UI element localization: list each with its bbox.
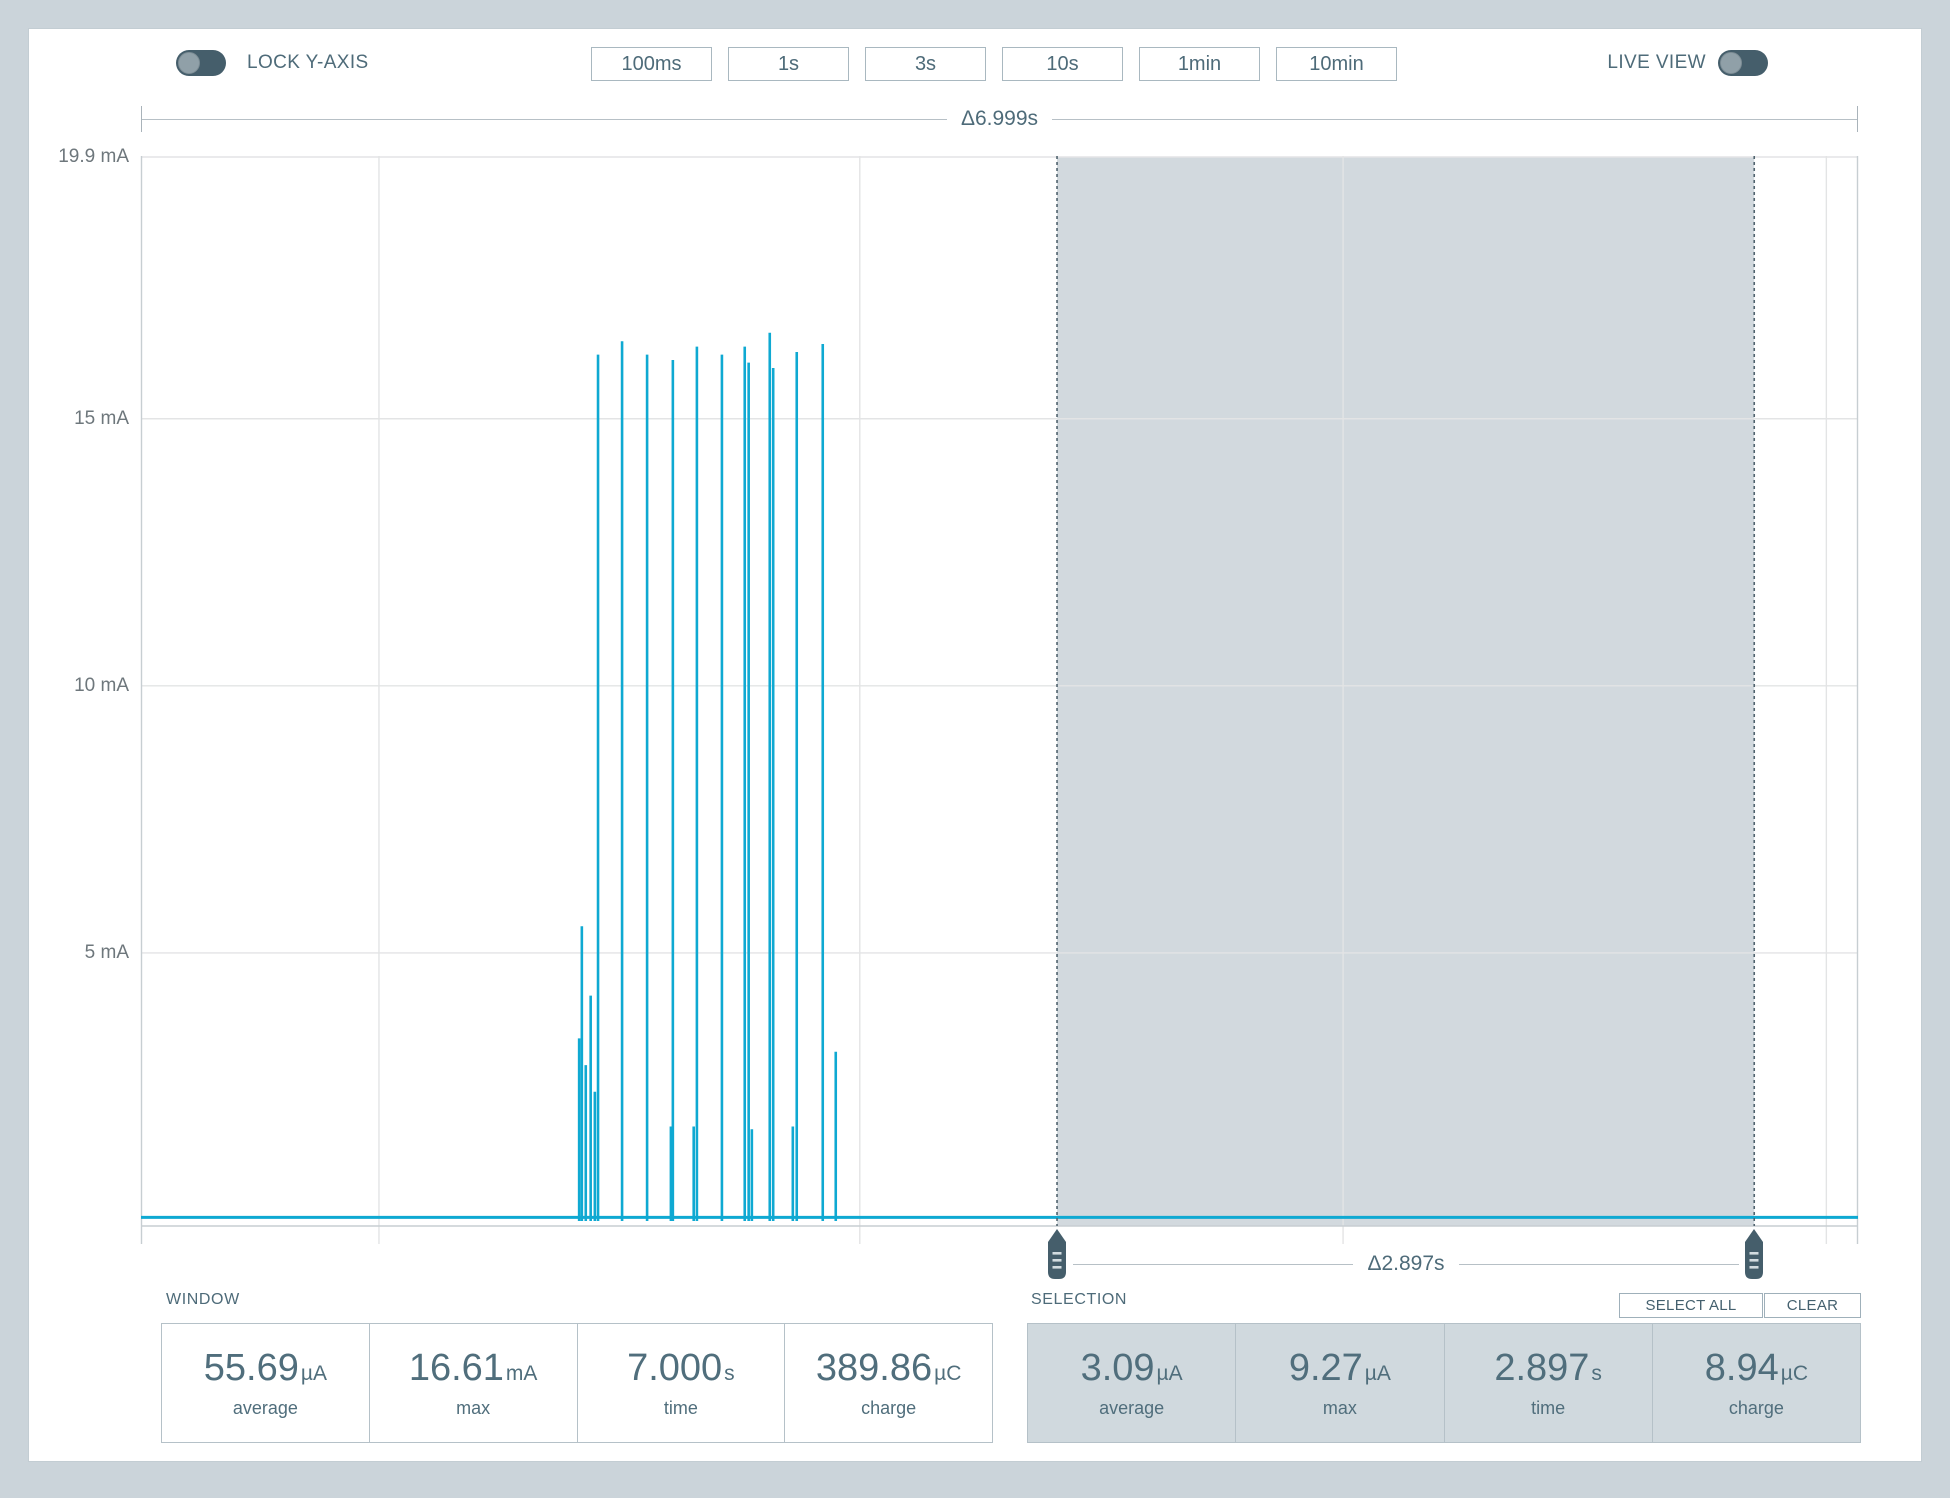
toggle-knob-icon [178,52,200,74]
window-stat-time: 7.000 s time [576,1324,785,1442]
window-button-10s[interactable]: 10s [1002,47,1123,81]
stat-value: 3.09 [1080,1347,1155,1389]
lock-y-axis-label: LOCK Y-AXIS [247,52,369,73]
window-delta-label: Δ6.999s [960,107,1039,130]
stat-value: 389.86 [815,1347,933,1389]
ruler-line [142,118,947,120]
stat-value: 7.000 [627,1347,723,1389]
selection-stats-group: 3.09 µA average 9.27 µA max 2.897 s time 8.… [1027,1323,1861,1443]
stat-value: 2.897 [1494,1347,1590,1389]
stat-label: average [1099,1398,1165,1418]
stat-label: max [1322,1398,1357,1418]
window-stat-average: 55.69 µA average [162,1324,369,1442]
select-all-button[interactable]: SELECT ALL [1619,1293,1763,1318]
stat-label: charge [861,1398,917,1418]
time-window-button-row: 100ms 1s 3s 10s 1min 10min [591,47,1397,81]
selection-stat-max: 9.27 µA max [1235,1324,1444,1442]
stat-unit: s [724,1362,735,1385]
window-stats-group: 55.69 µA average 16.61 mA max 7.000 s time … [161,1323,993,1443]
selection-section-label: SELECTION [1031,1291,1128,1308]
y-axis-tick-label: 5 mA [84,942,129,963]
y-axis-tick-label: 10 mA [74,675,129,696]
stat-label: charge [1728,1398,1784,1418]
stat-unit: µC [1780,1362,1808,1385]
stat-unit: s [1591,1362,1602,1385]
selection-left-handle[interactable] [1046,1229,1068,1279]
selection-right-handle[interactable] [1743,1229,1765,1279]
ruler-line [1052,118,1857,120]
window-stat-charge: 389.86 µC charge [784,1324,992,1442]
stat-unit: µA [1156,1362,1183,1385]
stat-label: time [663,1398,698,1418]
waveform-chart[interactable] [140,156,1859,1256]
selection-stat-average: 3.09 µA average [1028,1324,1236,1442]
window-button-100ms[interactable]: 100ms [591,47,712,81]
drag-handle-icon [1048,1229,1066,1279]
stat-unit: mA [505,1362,538,1385]
stat-unit: µA [300,1362,327,1385]
stat-unit: µA [1364,1362,1391,1385]
stat-label: average [232,1398,298,1418]
ruler-line [1458,1263,1739,1265]
selection-stat-time: 2.897 s time [1443,1324,1652,1442]
y-axis-tick-label: 15 mA [74,408,129,429]
ruler-line [1073,1263,1354,1265]
window-span-ruler: Δ6.999s [141,106,1858,132]
window-button-1s[interactable]: 1s [728,47,849,81]
stat-label: max [456,1398,491,1418]
chart-plot-area[interactable] [140,156,1859,1244]
y-axis-tick-label: 19.9 mA [58,146,129,167]
lock-y-axis-toggle[interactable] [176,50,226,76]
window-stat-max: 16.61 mA max [368,1324,577,1442]
stat-unit: µC [934,1362,962,1385]
selection-delta-label: Δ2.897s [1367,1252,1445,1275]
live-view-toggle[interactable] [1718,50,1768,76]
ruler-end-tick [141,106,142,132]
stat-value: 9.27 [1288,1347,1363,1389]
selection-span-ruler: Δ2.897s [1073,1251,1739,1277]
drag-handle-icon [1745,1229,1763,1279]
window-button-10min[interactable]: 10min [1276,47,1397,81]
stat-value: 8.94 [1704,1347,1779,1389]
app-card: LOCK Y-AXIS 100ms 1s 3s 10s 1min 10min L… [28,28,1922,1462]
stat-value: 16.61 [408,1347,504,1389]
ruler-end-tick [1857,106,1858,132]
live-view-label: LIVE VIEW [1607,52,1706,73]
clear-button[interactable]: CLEAR [1764,1293,1861,1318]
stat-label: time [1531,1398,1566,1418]
selection-stat-charge: 8.94 µC charge [1651,1324,1860,1442]
window-button-1min[interactable]: 1min [1139,47,1260,81]
stat-value: 55.69 [203,1347,299,1389]
toggle-knob-icon [1720,52,1742,74]
window-section-label: WINDOW [166,1291,240,1308]
window-button-3s[interactable]: 3s [865,47,986,81]
